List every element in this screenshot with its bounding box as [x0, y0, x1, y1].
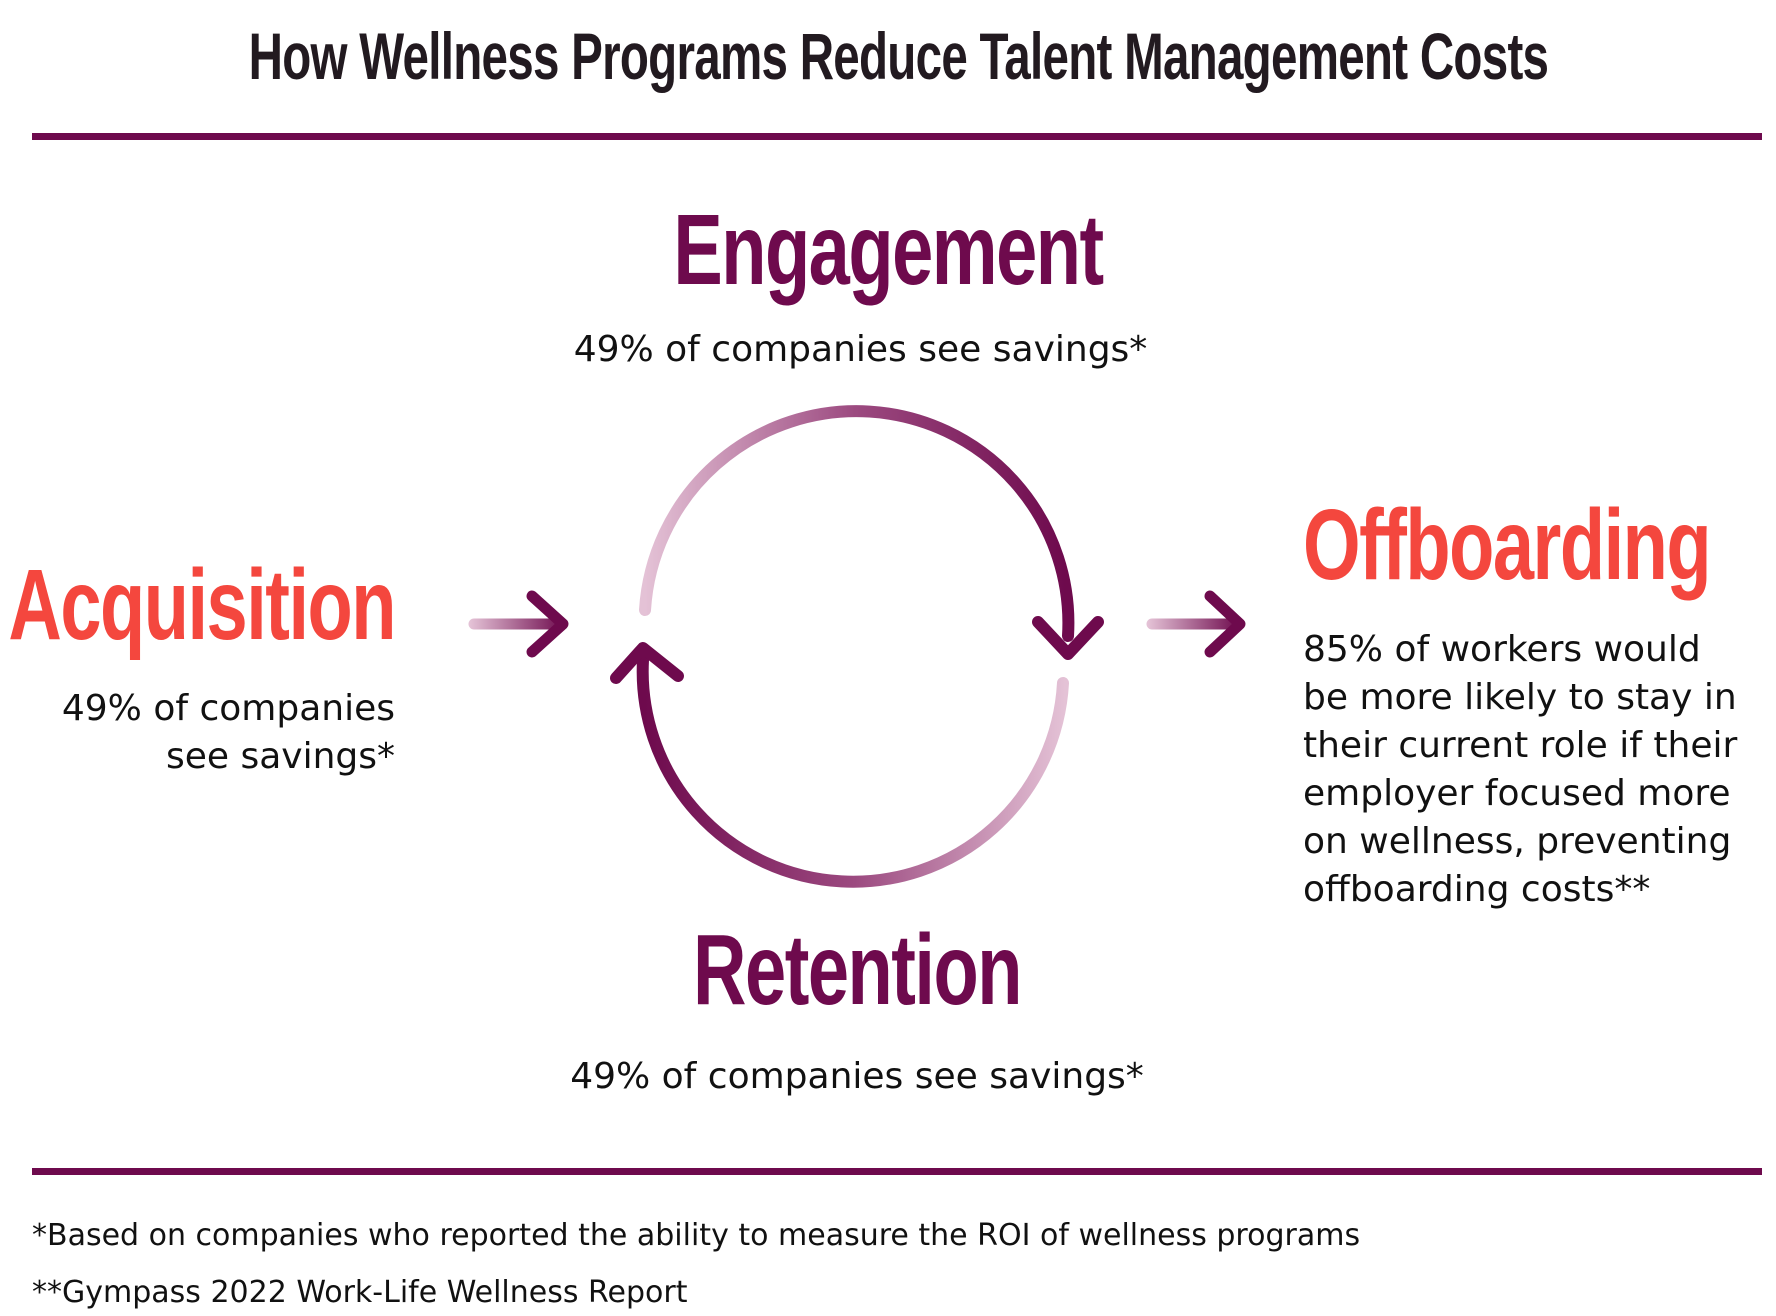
acquisition-stat-line: see savings*: [165, 736, 395, 777]
offboarding-stat-line: on wellness, preventing: [1303, 821, 1732, 862]
cycle-arrowhead-down: [1032, 616, 1104, 660]
cycle-arc-top: [639, 405, 1075, 642]
bottom-divider: [32, 1168, 1762, 1175]
acquisition-stat-line: 49% of companies: [61, 688, 395, 729]
offboarding-stat-line: their current role if their: [1303, 725, 1738, 766]
acquisition-stat: 49% of companies see savings*: [20, 685, 395, 781]
engagement-heading: Engagement: [673, 194, 1104, 306]
acquisition-arrowhead: [526, 590, 569, 658]
offboarding-stat-line: be more likely to stay in: [1303, 677, 1737, 718]
offboarding-stat: 85% of workers would be more likely to s…: [1303, 626, 1763, 914]
retention-heading: Retention: [693, 914, 1022, 1026]
top-divider: [32, 133, 1762, 140]
page-title: How Wellness Programs Reduce Talent Mana…: [248, 19, 1549, 93]
retention-stat: 49% of companies see savings*: [570, 1056, 1144, 1097]
acquisition-heading: Acquisition: [8, 549, 396, 661]
cycle-arrowhead-up: [610, 642, 684, 684]
offboarding-stat-line: 85% of workers would: [1303, 629, 1701, 670]
offboarding-heading: Offboarding: [1303, 489, 1712, 601]
footnote-roi: *Based on companies who reported the abi…: [32, 1218, 1361, 1253]
offboarding-arrowhead: [1204, 590, 1246, 658]
engagement-stat: 49% of companies see savings*: [573, 329, 1148, 370]
offboarding-stat-line: offboarding costs**: [1303, 869, 1651, 910]
cycle-arc-bottom: [636, 654, 1069, 888]
footnote-source: **Gympass 2022 Work-Life Wellness Report: [32, 1275, 688, 1310]
offboarding-stat-line: employer focused more: [1303, 773, 1731, 814]
